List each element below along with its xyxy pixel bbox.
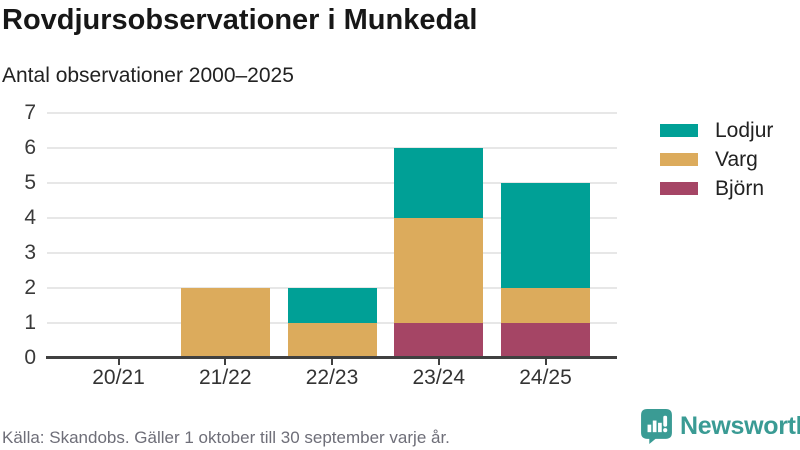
gridline	[47, 112, 617, 114]
source-note: Källa: Skandobs. Gäller 1 oktober till 3…	[2, 428, 450, 447]
y-axis-tick-label: 3	[24, 241, 36, 264]
legend-swatch-varg	[660, 153, 698, 166]
brand-name: Newsworthy	[680, 412, 800, 440]
legend-item-björn: Björn	[660, 177, 773, 200]
bar-segment-lodjur-23-24	[394, 148, 484, 218]
x-axis-tick-mark	[224, 359, 227, 365]
gridline	[47, 217, 617, 219]
gridline	[47, 147, 617, 149]
y-axis-tick-label: 1	[24, 311, 36, 334]
y-axis-tick-label: 4	[24, 206, 36, 229]
x-axis-tick-mark	[331, 359, 333, 365]
bar-segment-lodjur-22-23	[287, 288, 377, 323]
legend-label: Björn	[715, 176, 765, 200]
chart-subtitle: Antal observationer 2000–2025	[2, 64, 294, 87]
gridline	[47, 182, 617, 184]
legend-item-varg: Varg	[660, 148, 773, 171]
bar-segment-björn-24-25	[501, 323, 590, 358]
bar-segment-lodjur-24-25	[501, 183, 590, 288]
y-axis-tick-label: 5	[24, 171, 36, 194]
legend-label: Varg	[715, 147, 758, 171]
y-axis-tick-label: 0	[24, 346, 36, 369]
newsworthy-logo: Newsworthy	[641, 409, 800, 444]
x-axis-line	[46, 356, 617, 359]
chart-legend: Lodjur Varg Björn	[660, 119, 773, 211]
bar-segment-varg-24-25	[501, 288, 590, 323]
x-axis-tick-mark	[544, 359, 547, 365]
legend-swatch-lodjur	[660, 124, 698, 137]
x-axis-tick-mark	[117, 359, 120, 365]
x-axis-tick-label: 21/22	[198, 366, 252, 389]
bar-segment-varg-22-23	[287, 323, 377, 358]
bar-segment-varg-23-24	[394, 218, 484, 323]
y-axis-tick-label: 2	[24, 276, 36, 299]
bar-segment-björn-23-24	[394, 323, 484, 358]
legend-swatch-björn	[660, 182, 698, 195]
legend-label: Lodjur	[715, 118, 774, 142]
x-axis-tick-label: 22/23	[305, 366, 359, 389]
legend-item-lodjur: Lodjur	[660, 119, 773, 142]
y-axis-tick-label: 6	[24, 136, 36, 159]
x-axis-tick-label: 23/24	[412, 366, 466, 389]
y-axis-tick-label: 7	[24, 101, 36, 124]
x-axis-tick-mark	[437, 359, 440, 365]
x-axis-tick-label: 24/25	[519, 366, 572, 389]
newsworthy-bubble-chart-icon	[641, 409, 672, 444]
chart-title: Rovdjursobservationer i Munkedal	[2, 4, 478, 36]
bar-segment-varg-21-22	[180, 288, 270, 358]
x-axis-tick-label: 20/21	[92, 366, 145, 389]
gridline	[47, 252, 617, 254]
